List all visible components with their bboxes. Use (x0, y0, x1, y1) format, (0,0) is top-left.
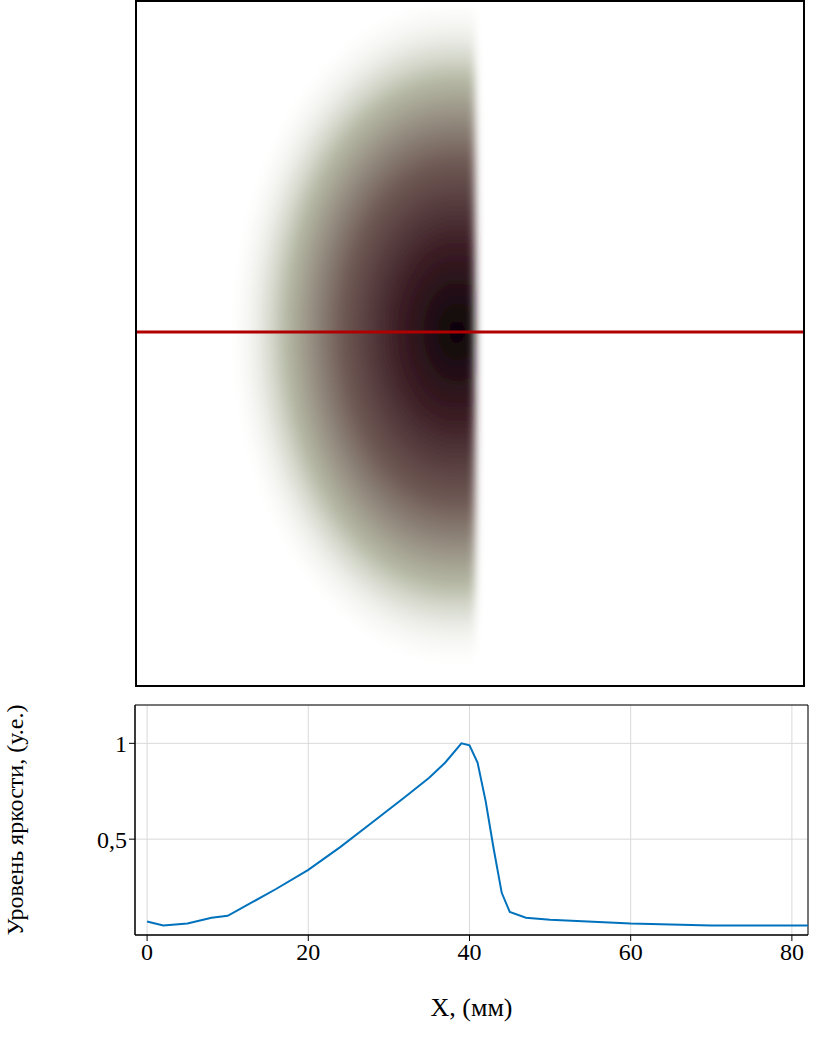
svg-text:0: 0 (141, 939, 153, 965)
svg-text:Уровень яркости, (у.е.): Уровень яркости, (у.е.) (2, 705, 28, 936)
svg-text:60: 60 (619, 939, 643, 965)
svg-text:X, (мм): X, (мм) (431, 993, 513, 1022)
svg-text:0,5: 0,5 (97, 827, 127, 853)
svg-text:80: 80 (780, 939, 804, 965)
svg-text:40: 40 (457, 939, 481, 965)
svg-text:1: 1 (115, 731, 127, 757)
svg-text:20: 20 (296, 939, 320, 965)
